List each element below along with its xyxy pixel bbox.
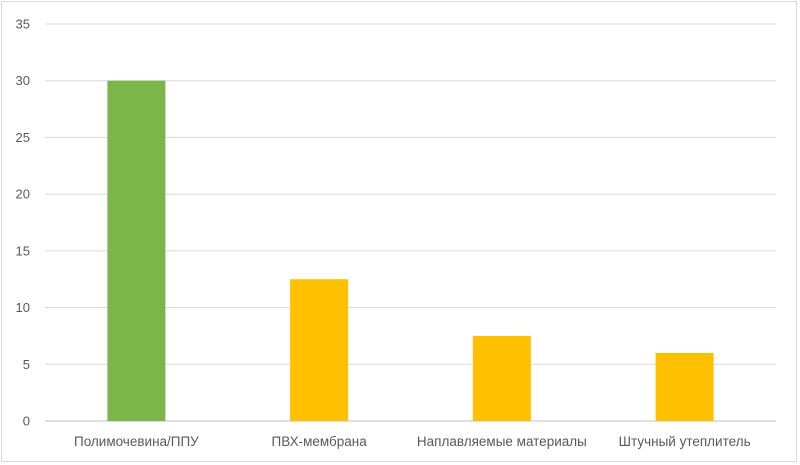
x-category-label: ПВХ-мембрана [272, 434, 368, 449]
bar [472, 335, 531, 421]
x-category-label: Штучный утеплитель [619, 434, 751, 449]
y-tick-label: 10 [16, 300, 30, 315]
bar [107, 80, 166, 421]
x-category-label: Наплавляемые материалы [417, 434, 587, 449]
y-axis-ticks: 0 5 10 15 20 25 30 35 [16, 17, 30, 429]
bar [655, 352, 714, 421]
bars [107, 80, 714, 421]
y-tick-label: 30 [16, 73, 30, 88]
y-tick-label: 25 [16, 130, 30, 145]
x-category-label: Полимочевина/ППУ [74, 434, 199, 449]
x-axis-categories: Полимочевина/ППУ ПВХ-мембрана Наплавляемые… [74, 434, 751, 449]
bar [290, 279, 349, 421]
y-tick-label: 15 [16, 243, 30, 258]
y-tick-label: 5 [23, 357, 30, 372]
y-tick-label: 0 [23, 414, 30, 429]
y-tick-label: 20 [16, 187, 30, 202]
gridlines [45, 23, 776, 422]
y-tick-label: 35 [16, 17, 30, 32]
